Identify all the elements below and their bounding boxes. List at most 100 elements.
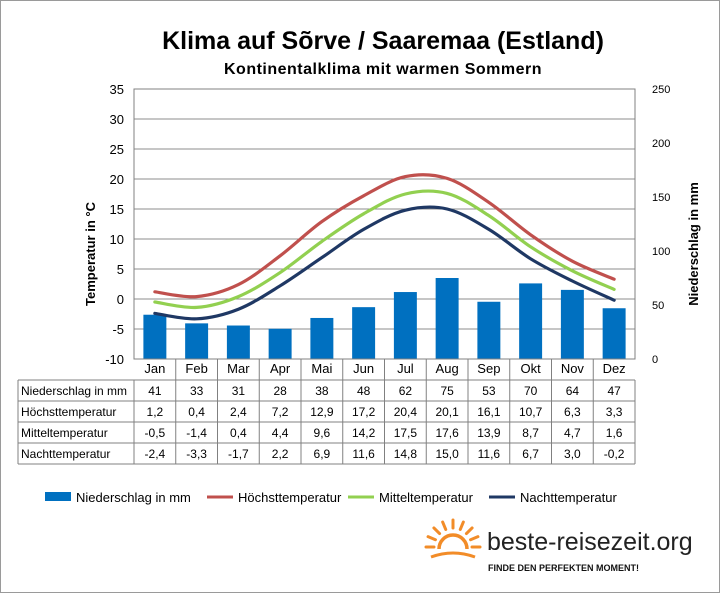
x-tick-label: Feb [185,361,207,376]
brand-site: beste-reisezeit.org [487,528,693,556]
y-axis-label: Temperatur in °C [83,201,98,306]
y-tick-label: 0 [117,292,124,307]
table-cell: -0,2 [604,447,625,461]
y2-axis-label: Niederschlag in mm [686,182,701,306]
table-cell: 17,2 [352,405,376,419]
table-cell: 62 [399,384,413,398]
y2-tick-label: 200 [652,138,670,150]
table-cell: 38 [315,384,329,398]
y-tick-label: 35 [110,82,124,97]
table-cell: -0,5 [145,426,166,440]
bar-feb [185,323,209,359]
x-tick-label: Okt [521,361,542,376]
table-cell: 20,4 [394,405,418,419]
table-cell: 1,2 [147,405,164,419]
table-cell: 1,6 [606,426,623,440]
table-row-label: Nachttemperatur [21,447,110,461]
y2-tick-label: 50 [652,300,664,312]
y-tick-label: 30 [110,112,124,127]
sun-ray [441,520,448,531]
bar-jul [393,292,417,359]
table-cell: 4,7 [564,426,581,440]
branding: beste-reisezeit.org FINDE DEN PERFEKTEN … [424,518,693,573]
legend-label: Mitteltemperatur [379,490,474,505]
line-höchsttemperatur [153,173,616,299]
table-cell: 9,6 [314,426,331,440]
table-cell: 17,6 [435,426,459,440]
x-tick-label: Nov [561,361,585,376]
chart-subtitle: Kontinentalklima mit warmen Sommern [224,61,542,78]
table-cell: 11,6 [478,447,501,461]
line-nachttemperatur [153,205,616,321]
sun-ray [458,520,465,531]
y-tick-label: -5 [112,322,124,337]
table-cell: 14,8 [394,447,418,461]
x-tick-label: Mar [227,361,250,376]
table-cell: 17,5 [394,426,418,440]
bar-apr [268,328,292,359]
y-tick-label: 25 [110,142,124,157]
table-cell: -2,4 [145,447,166,461]
table-cell: 20,1 [435,405,459,419]
table-cell: 16,1 [477,405,501,419]
table-cell: 70 [524,384,538,398]
table-cell: 12,9 [310,405,334,419]
table-cell: 7,2 [272,405,289,419]
x-tick-label: Jul [397,361,414,376]
bar-aug [435,278,459,359]
table-cell: 31 [232,384,246,398]
data-table: Jan Feb Mar Apr Mai Jun Jul Aug Sep Okt Nov Dez Nied… [17,359,636,465]
table-row-label: Höchsttemperatur [21,405,116,419]
x-tick-label: Mai [311,361,332,376]
bar-mai [310,317,334,359]
y2-tick-label: 100 [652,246,670,258]
table-row-label: Niederschlag in mm [21,384,127,398]
table-cell: 53 [482,384,496,398]
bar-nov [560,289,584,359]
x-tick-label: Dez [603,361,626,376]
y-tick-label: 5 [117,262,124,277]
sun-ray [426,535,437,542]
bar-jun [352,307,376,359]
table-cell: 0,4 [188,405,205,419]
table-cell: 6,9 [314,447,331,461]
table-cell: 11,6 [352,447,375,461]
table-cell: 47 [607,384,621,398]
sun-ray [464,526,474,536]
sun-logo-icon [424,518,482,559]
bar-series [143,278,626,359]
sun-arc [437,533,469,550]
table-cell: 15,0 [435,447,459,461]
line-mitteltemperatur [153,189,616,310]
table-cell: 6,7 [522,447,539,461]
table-cell: 4,4 [272,426,289,440]
legend-swatch-niederschlag in mm [45,492,71,501]
bar-sep [477,301,501,359]
brand-slogan: FINDE DEN PERFEKTEN MOMENT! [488,563,639,573]
table-cell: 8,7 [522,426,539,440]
y-tick-label: 20 [110,172,124,187]
table-cell: 28 [273,384,287,398]
table-cell: -1,7 [228,447,249,461]
table-cell: 48 [357,384,371,398]
legend-label: Höchsttemperatur [238,490,342,505]
table-cell: 3,3 [606,405,623,419]
table-cell: 64 [566,384,580,398]
bar-mar [226,325,250,359]
table-cell: 6,3 [564,405,581,419]
x-tick-label: Jan [144,361,165,376]
x-tick-label: Aug [436,361,459,376]
legend-label: Nachttemperatur [520,490,617,505]
table-cell: 33 [190,384,204,398]
sun-ray [432,526,442,536]
table-cell: 14,2 [352,426,376,440]
table-cell: 13,9 [477,426,501,440]
legend: Niederschlag in mm Höchsttemperatur Mittel… [45,490,617,505]
table-cell: 0,4 [230,426,247,440]
legend-label: Niederschlag in mm [76,490,191,505]
sun-ray [469,535,480,542]
y2-tick-label: 250 [652,84,670,96]
table-cell: 3,0 [564,447,581,461]
